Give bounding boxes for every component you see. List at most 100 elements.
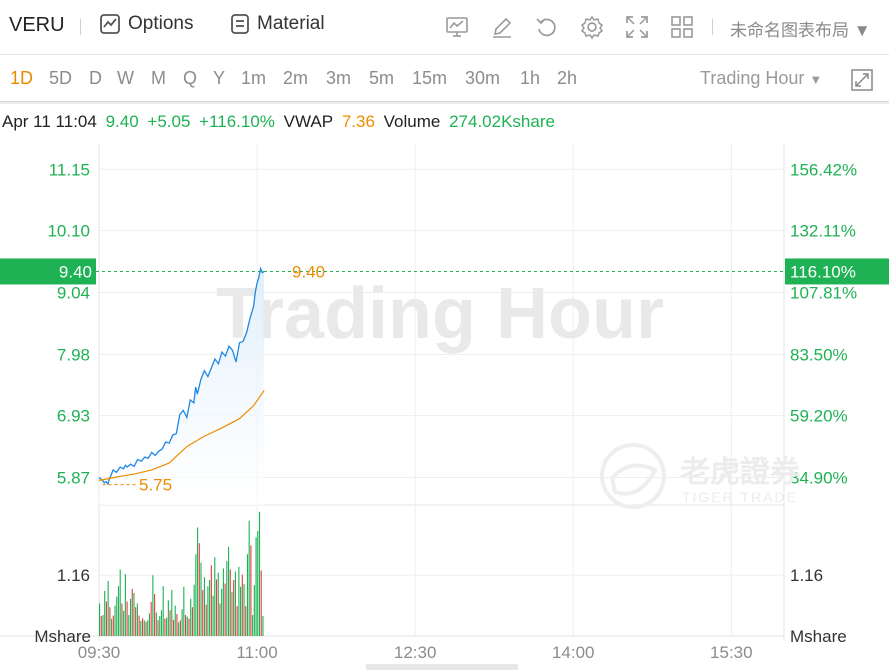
period-tab-y[interactable]: Y [213, 68, 226, 88]
period-tab-2m[interactable]: 2m [283, 68, 309, 88]
volume-bar [227, 546, 230, 636]
edit-icon[interactable] [489, 14, 515, 40]
volume-bar [169, 610, 171, 636]
volume-bar [136, 603, 138, 636]
volume-bar [131, 588, 133, 636]
layout-dropdown[interactable]: 未命名图表布局 ▼ [730, 16, 871, 41]
period-tab-3m[interactable]: 3m [326, 68, 352, 88]
price-tick-label: 9.04 [57, 283, 90, 302]
volume-bar [241, 574, 243, 636]
quote-change: +5.05 [147, 112, 191, 131]
volume-bar [243, 584, 245, 636]
period-tab-1m[interactable]: 1m [241, 68, 267, 88]
horizontal-scrollbar[interactable] [366, 664, 518, 670]
volume-bar [124, 574, 126, 636]
volume-bar [203, 577, 206, 636]
pct-tick-label: 34.90% [790, 469, 848, 488]
pct-tick-label: 59.20% [790, 407, 848, 426]
price-line [98, 266, 265, 486]
volume-bar [99, 603, 101, 636]
pct-tick-label: 83.50% [790, 345, 848, 364]
price-tick-label: 5.87 [57, 469, 90, 488]
volume-bar [102, 615, 104, 636]
volume-bar [245, 606, 247, 636]
period-tab-q[interactable]: Q [183, 68, 198, 88]
volume-bar [190, 598, 192, 636]
volume-tick-label: 1.16 [57, 566, 90, 585]
volume-bar [210, 565, 212, 636]
volume-bar [202, 589, 204, 636]
price-tick-label: 11.15 [49, 160, 90, 179]
volume-bar [150, 601, 152, 636]
expand-icon[interactable] [851, 69, 873, 91]
options-icon [100, 14, 120, 34]
volume-bar [188, 618, 190, 636]
chevron-down-icon: ▼ [853, 21, 871, 40]
volume-bar [166, 617, 168, 636]
period-tab-2h[interactable]: 2h [557, 68, 578, 88]
volume-bar [162, 586, 164, 636]
volume-label: Volume [383, 112, 441, 131]
period-tab-1d[interactable]: 1D [10, 68, 34, 88]
trading-hour-dropdown[interactable]: Trading Hour ▼ [700, 68, 822, 89]
volume-bar [167, 600, 169, 636]
volume-bar [159, 616, 161, 636]
tiger-stripe-icon [609, 463, 658, 496]
material-button[interactable]: Material [230, 13, 325, 35]
tiger-logo-icon [600, 443, 666, 509]
volume-bar [257, 531, 259, 636]
volume-bar [262, 616, 264, 636]
volume-bar [176, 613, 178, 636]
volume-bar [198, 543, 200, 636]
period-bar: 1D 5D D W M Q Y 1m 2m 3m 5m 15m 30m 1h 2h Trading Hour… [0, 56, 889, 102]
volume-bar [260, 570, 262, 636]
volume-bar [221, 588, 223, 636]
volume-bar [226, 561, 228, 636]
volume-bar [248, 520, 250, 636]
volume-bar [250, 545, 252, 636]
options-button[interactable]: Options [99, 13, 193, 35]
volume-bar [114, 605, 116, 636]
volume-bar [193, 584, 195, 636]
period-tab-d[interactable]: D [89, 68, 102, 88]
x-tick-label: 09:30 [78, 643, 121, 662]
x-tick-label: 12:30 [394, 643, 437, 662]
volume-unit-label-right: Mshare [790, 627, 847, 646]
period-tab-5m[interactable]: 5m [369, 68, 395, 88]
volume-bar [117, 586, 120, 636]
volume-bar [229, 569, 231, 636]
volume-bar [152, 575, 154, 636]
gear-icon[interactable] [579, 14, 605, 40]
volume-bar [109, 607, 111, 636]
price-tick-label: 10.10 [47, 222, 90, 241]
period-tab-w[interactable]: W [117, 68, 134, 88]
volume-bar [258, 511, 261, 636]
current-price-tag [0, 258, 96, 285]
period-tab-30m[interactable]: 30m [465, 68, 501, 88]
period-tab-5d[interactable]: 5D [49, 68, 73, 88]
ticker-symbol[interactable]: VERU [9, 14, 65, 36]
fullscreen-icon[interactable] [624, 14, 650, 40]
volume-bar [215, 579, 218, 636]
volume-bar [128, 615, 130, 636]
watermark-brand-cn: 老虎證券 [680, 455, 801, 489]
period-tab-1h[interactable]: 1h [520, 68, 541, 88]
chart-icon[interactable] [444, 14, 470, 40]
x-tick-label: 14:00 [552, 643, 595, 662]
volume-bar [231, 591, 233, 636]
volume-bar [255, 537, 257, 636]
grid-icon[interactable] [669, 14, 695, 40]
price-tick-label: 6.93 [57, 407, 90, 426]
current-pct-tag-label: 116.10% [790, 262, 856, 281]
period-tab-m[interactable]: M [151, 68, 166, 88]
period-tab-15m[interactable]: 15m [412, 68, 448, 88]
volume-bar [105, 601, 107, 636]
volume-bar [141, 618, 144, 636]
volume-bar [252, 615, 254, 636]
volume-bar [184, 615, 187, 636]
price-tick-label: 7.98 [57, 345, 90, 364]
undo-icon[interactable] [534, 14, 560, 40]
volume-bar [154, 594, 156, 636]
